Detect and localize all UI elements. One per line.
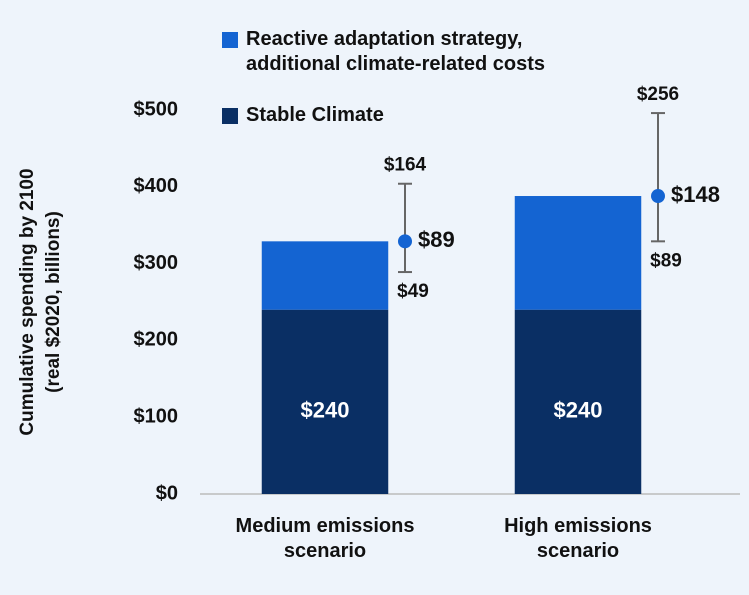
point-estimate (651, 189, 665, 204)
value-label: $240 (554, 398, 603, 423)
y-axis-label: (real $2020, billions) (43, 211, 64, 393)
y-tick-label: $300 (134, 252, 179, 274)
value-label: $240 (301, 398, 350, 423)
legend-swatch (222, 108, 238, 124)
y-tick-label: $100 (134, 405, 179, 427)
legend-swatch (222, 32, 238, 48)
error-high-label: $164 (384, 155, 427, 176)
value-label: $148 (671, 182, 720, 207)
y-tick-label: $500 (134, 98, 179, 120)
point-estimate (398, 234, 412, 249)
y-tick-label: $0 (156, 482, 178, 504)
bar-segment (514, 196, 642, 310)
y-axis-label: Cumulative spending by 2100 (17, 168, 38, 435)
x-tick-label: High emissions scenario (504, 515, 652, 562)
legend-label: Reactive adaptation strategy, additional… (246, 28, 545, 75)
legend-label: Stable Climate (246, 104, 384, 126)
x-tick-label: Medium emissions scenario (235, 515, 415, 562)
y-tick-label: $200 (134, 329, 179, 351)
error-low-label: $89 (650, 250, 682, 271)
error-low-label: $49 (397, 281, 429, 302)
bar-segment (514, 309, 642, 494)
value-label: $89 (418, 227, 455, 252)
error-high-label: $256 (637, 84, 679, 105)
bar-segment (261, 241, 389, 310)
y-tick-label: $400 (134, 175, 179, 197)
bar-segment (261, 309, 389, 494)
